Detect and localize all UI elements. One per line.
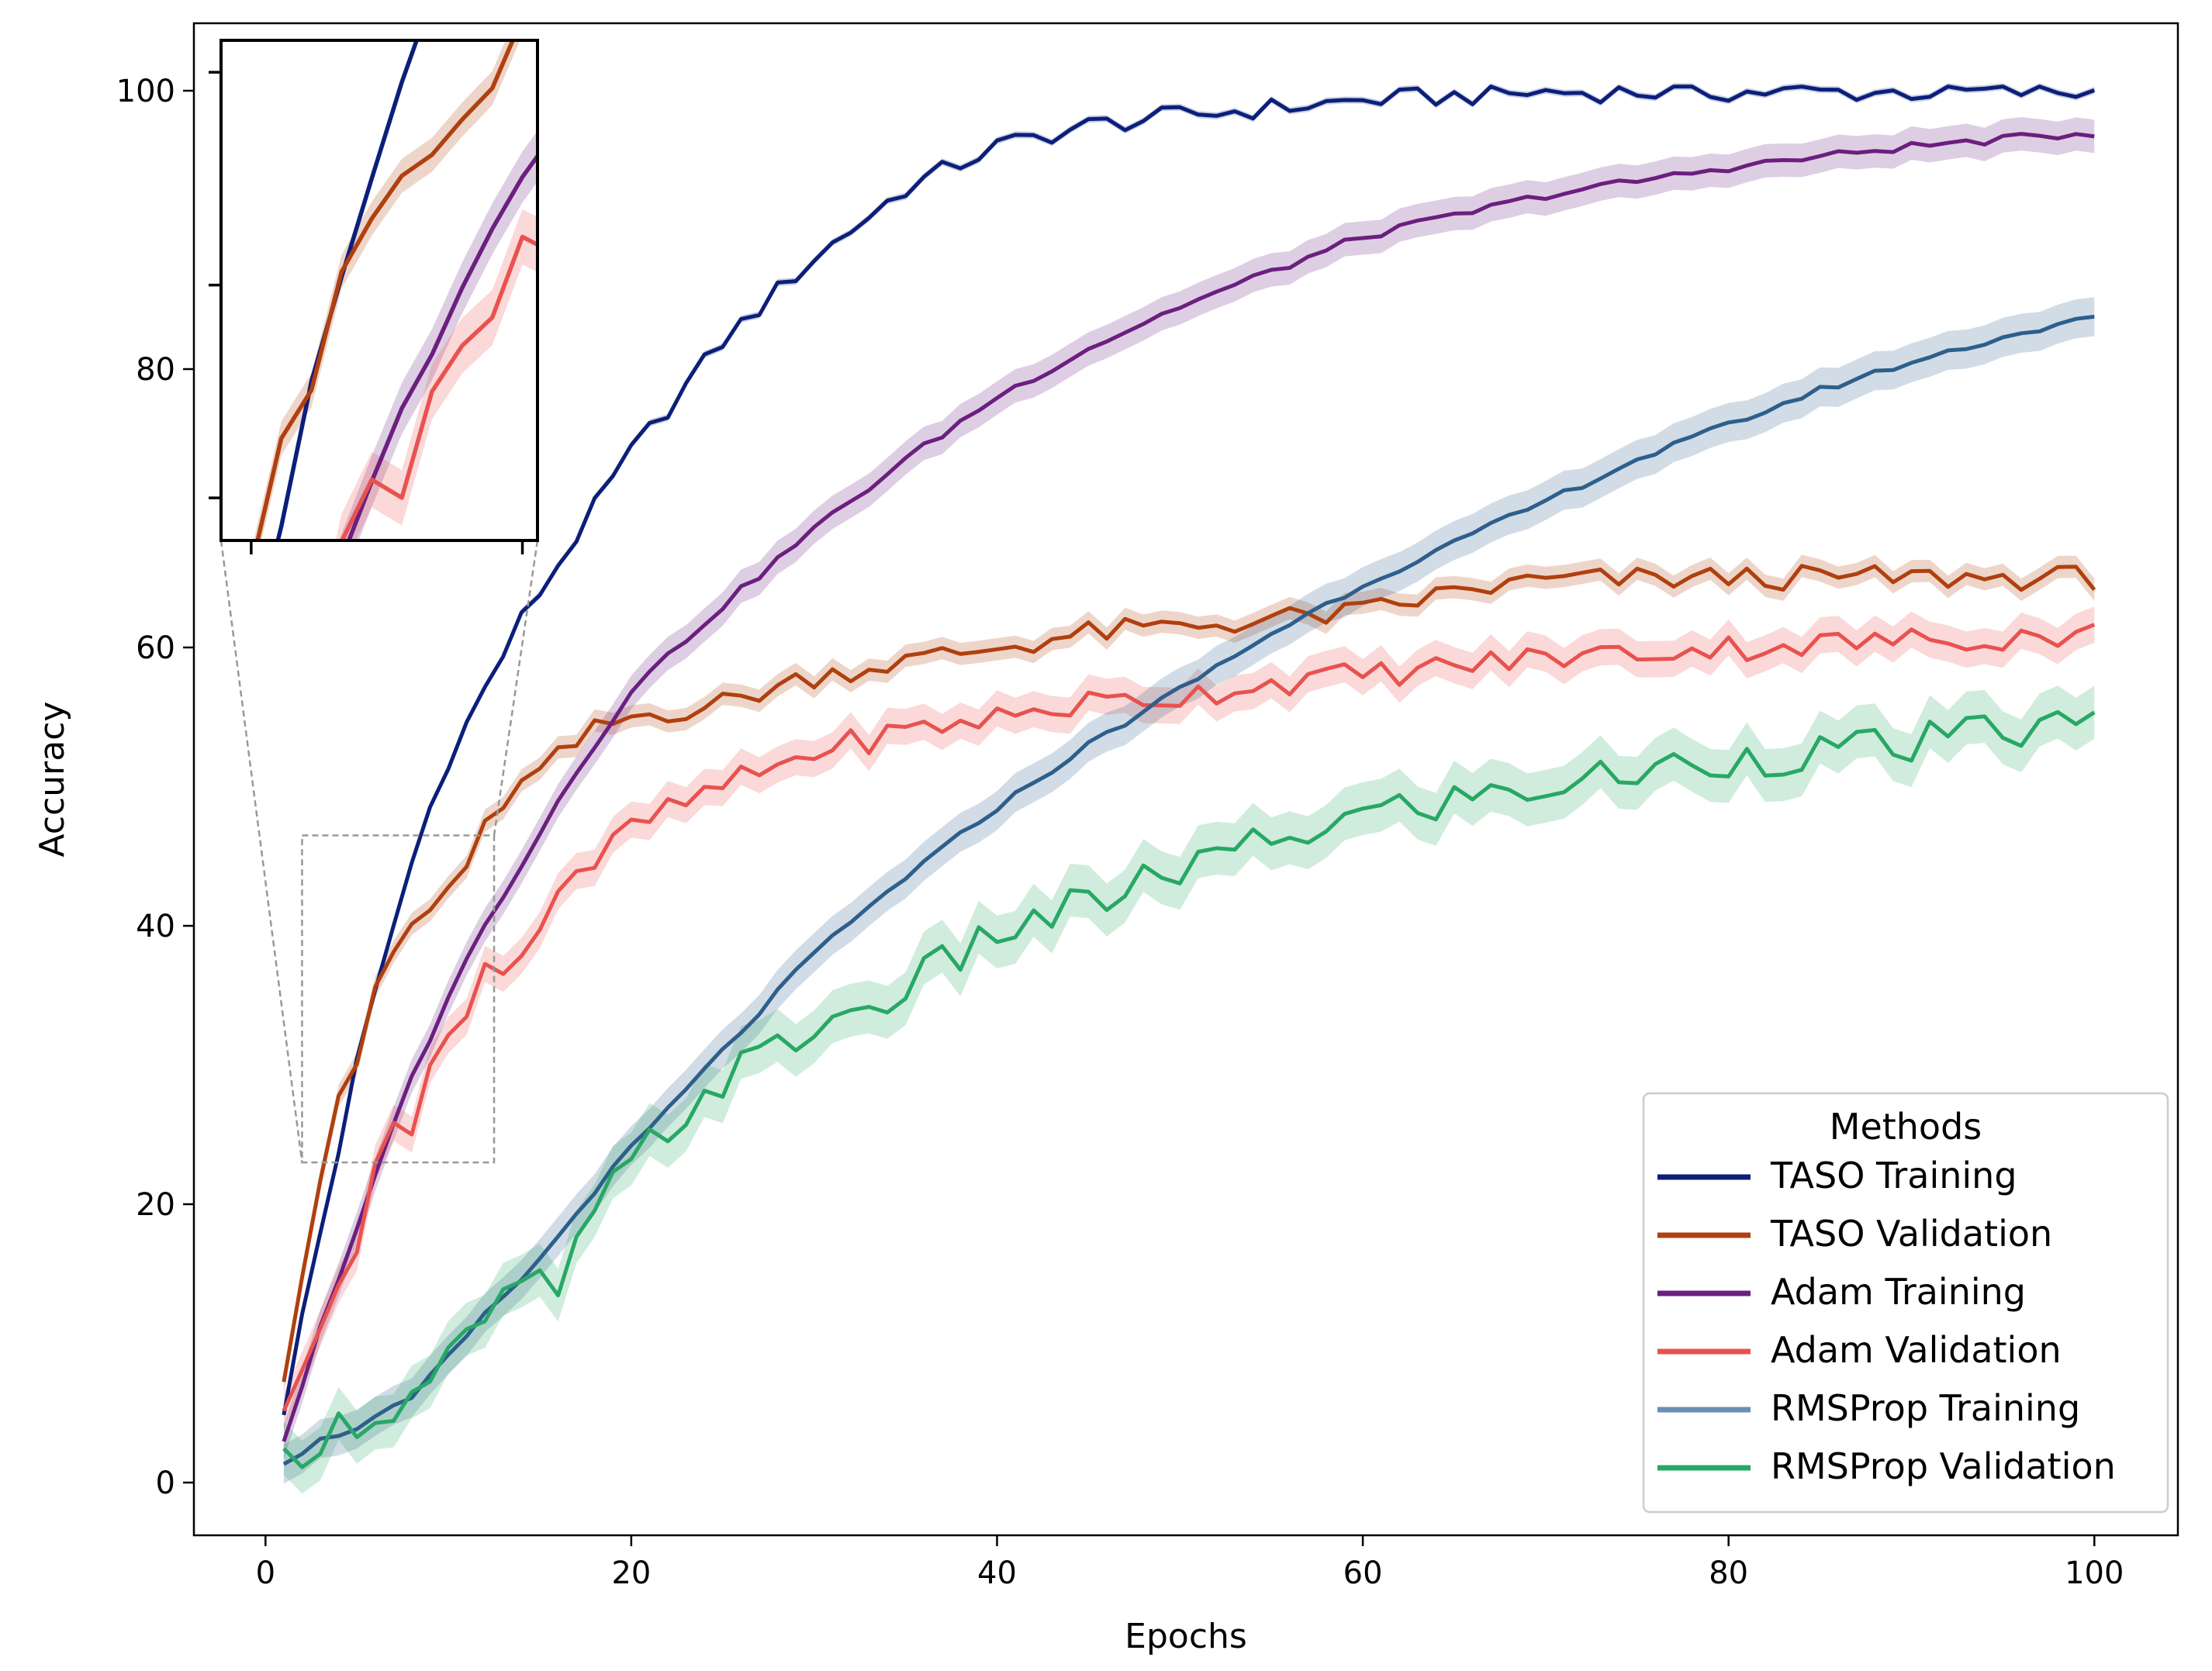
x-tick-label: 80 xyxy=(1709,1555,1748,1591)
y-tick-label: 100 xyxy=(116,74,175,109)
x-tick-label: 20 xyxy=(611,1555,651,1591)
y-tick-label: 20 xyxy=(136,1187,175,1223)
legend-label-rmsprop-training: RMSProp Training xyxy=(1771,1387,2080,1429)
legend-title: Methods xyxy=(1830,1106,1982,1148)
y-tick-label: 0 xyxy=(156,1466,175,1501)
adam-training-line xyxy=(282,132,2095,1442)
y-axis-label: Accuracy xyxy=(33,702,72,858)
legend-label-taso-validation: TASO Validation xyxy=(1770,1213,2052,1255)
x-axis-label: Epochs xyxy=(1125,1617,1247,1656)
legend-label-adam-validation: Adam Validation xyxy=(1771,1329,2062,1371)
zoom-connector-left xyxy=(219,540,303,1163)
y-tick-label: 40 xyxy=(136,909,175,944)
legend-label-rmsprop-validation: RMSProp Validation xyxy=(1771,1445,2116,1487)
legend-frame xyxy=(1642,1092,2169,1514)
axes-frame xyxy=(192,22,2179,1537)
taso-training-line xyxy=(282,85,2096,1416)
legend-label-adam-training: Adam Training xyxy=(1771,1271,2026,1313)
legend-label-taso-training: TASO Training xyxy=(1770,1155,2017,1196)
y-tick-label: 80 xyxy=(136,352,175,388)
inset-taso-validation-band xyxy=(254,40,520,540)
rmsprop-validation-line xyxy=(282,709,2096,1469)
rmsprop-validation-band xyxy=(283,685,2095,1494)
x-tick-label: 0 xyxy=(256,1555,275,1591)
taso-validation-line xyxy=(282,564,2096,1383)
legend: Methods TASO Training TASO Validation Adam… xyxy=(1642,1092,2169,1514)
adam-validation-line xyxy=(282,623,2096,1412)
inset-frame xyxy=(219,39,539,542)
inset-adam-validation-band xyxy=(335,209,537,540)
x-tick-label: 100 xyxy=(2065,1555,2124,1591)
rmsprop-training-line xyxy=(282,314,2095,1466)
x-tick-label: 60 xyxy=(1343,1555,1383,1591)
zoom-region-box xyxy=(301,834,496,1164)
y-tick-label: 60 xyxy=(136,630,175,666)
x-tick-label: 40 xyxy=(977,1555,1017,1591)
inset-background xyxy=(221,40,537,540)
